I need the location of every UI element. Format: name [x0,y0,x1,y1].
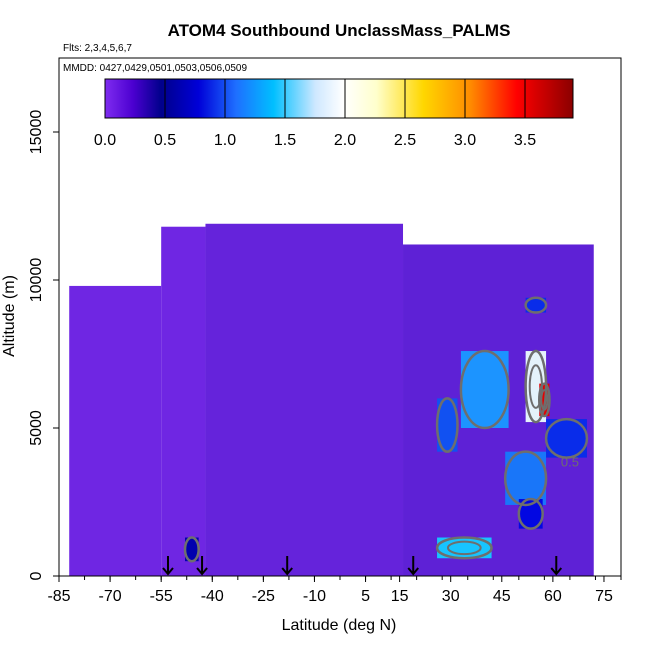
colorbar-ticks: 0.0 0.5 1.0 1.5 2.0 2.5 3.0 3.5 [94,79,536,149]
flight-arrow [550,556,563,576]
x-tick-label: -40 [201,588,224,605]
heatmap-cell [69,285,162,576]
contour-layer: 0.5 [183,296,589,563]
contour-line [503,450,548,507]
heatmap-cell [437,398,458,452]
colorbar-tick-label: 1.5 [274,132,296,149]
colorbar: 0.0 0.5 1.0 1.5 2.0 2.5 3.0 3.5 [94,78,574,149]
flight-arrow [196,556,208,576]
heatmap-layer [69,223,594,576]
heatmap-cell [437,537,492,559]
y-tick-label: 15000 [28,110,45,155]
chart-title: ATOM4 Southbound UnclassMass_PALMS [168,21,511,40]
heatmap-cell [185,537,199,562]
heatmap-cell [525,297,547,313]
x-axis-label: Latitude (deg N) [282,617,397,634]
y-tick-label: 10000 [28,258,45,303]
flights-note: Flts: 2,3,4,5,6,7 [63,43,132,54]
contour-line [540,389,549,411]
contour-line [517,497,544,530]
colorbar-tick-label: 3.5 [514,132,536,149]
heatmap-cell [161,226,206,576]
x-tick-label: -25 [252,588,275,605]
dates-note: MMDD: 0427,0429,0501,0503,0506,0509 [63,63,247,74]
colorbar-tick-label: 3.0 [454,132,476,149]
flight-arrow [407,556,419,576]
contour-line [524,296,548,314]
colorbar-tick-label: 2.5 [394,132,416,149]
x-tick-label: -85 [47,588,70,605]
colorbar-tick-label: 2.0 [334,132,356,149]
x-tick-label: 15 [391,588,409,605]
contour-line [435,397,459,453]
x-axis: -85 -70 -55 -40 -25 -10 5 15 30 45 60 75 [47,576,622,605]
contour-line [544,417,589,459]
heatmap-cell [505,451,547,505]
x-tick-label: 45 [493,588,511,605]
y-axis: 0 5000 10000 15000 [28,110,59,580]
colorbar-tick-label: 0.5 [154,132,176,149]
contour-line [446,540,482,556]
heatmap-cell [205,223,404,576]
contour-line [459,349,510,430]
flight-arrow [281,556,293,576]
flight-arrow [162,556,174,576]
colorbar-tick-label: 0.0 [94,132,116,149]
colorbar-gradient [104,78,574,119]
x-tick-label: 60 [544,588,562,605]
x-tick-label: 30 [442,588,460,605]
heatmap-cell [518,499,543,529]
y-tick-label: 5000 [28,410,45,446]
y-tick-label: 0 [28,571,45,580]
x-tick-label: -70 [99,588,122,605]
x-tick-label: -55 [150,588,173,605]
contour-line [435,536,493,560]
contour-line [538,382,551,418]
heatmap-cell [460,351,509,428]
x-tick-label: 5 [361,588,370,605]
y-axis-label: Altitude (m) [1,275,18,357]
contour-line [183,536,200,563]
x-tick-label: -10 [303,588,326,605]
x-tick-label: 75 [595,588,613,605]
colorbar-tick-label: 1.0 [214,132,236,149]
contour-label: 0.5 [561,454,579,469]
flight-arrows [162,556,563,576]
